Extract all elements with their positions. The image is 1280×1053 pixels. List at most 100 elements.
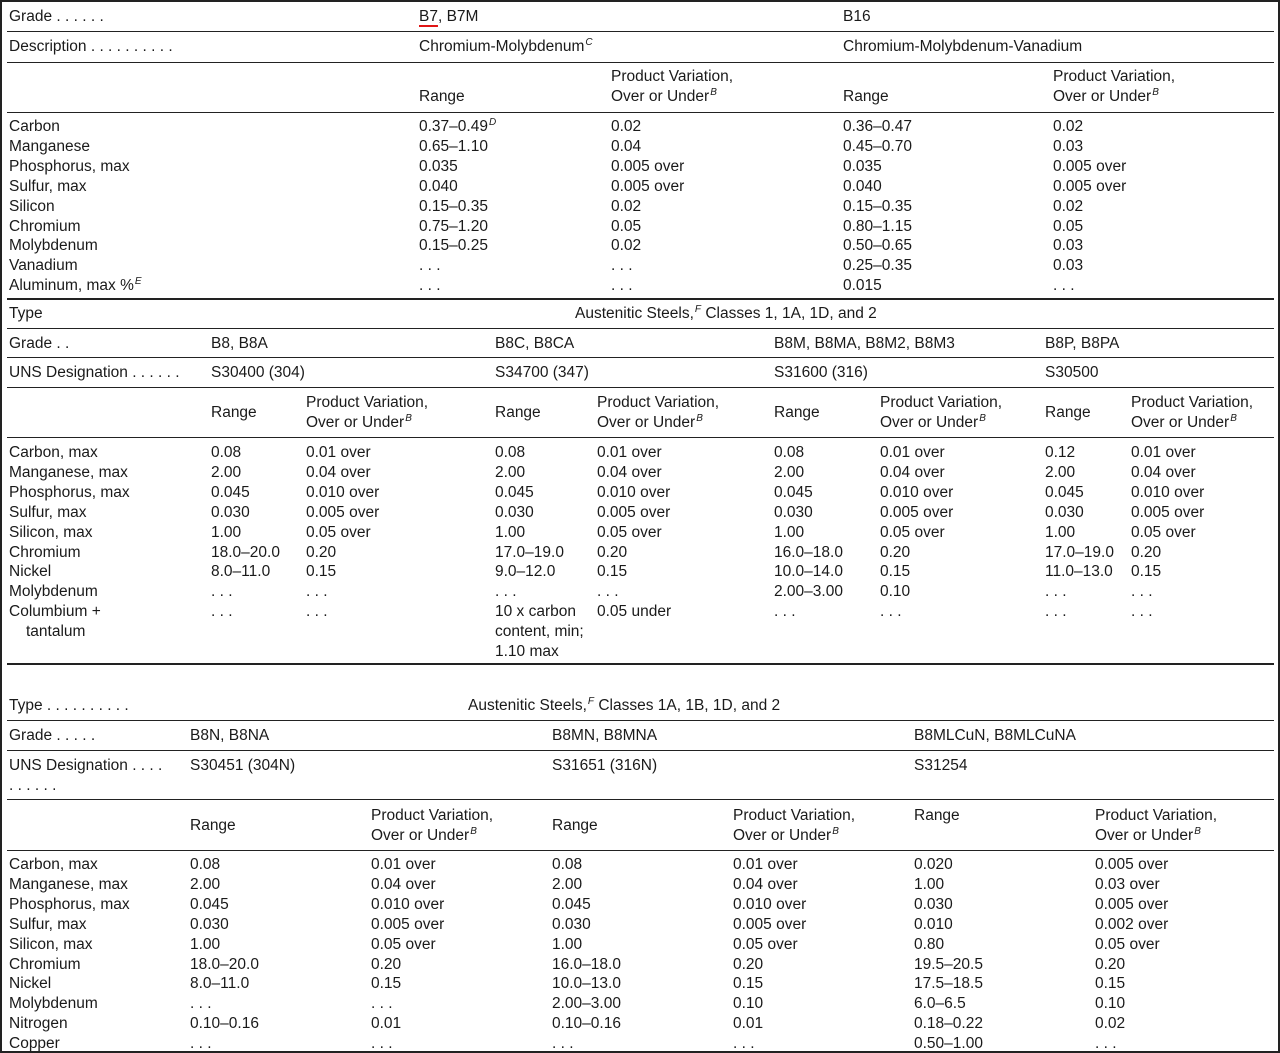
element-name: Silicon, max [9,523,93,541]
type-value-footnote: F [587,696,595,707]
variation-cell: . . . [371,1035,393,1053]
grade-cell: B8P, B8PA [1045,335,1120,352]
variation-cell: . . . [1095,1035,1117,1053]
range-cell: 10.0–13.0 [552,975,621,993]
b16-range-cell: 0.36–0.47 [843,118,912,135]
grade-cell: B8MN, B8MNA [552,727,658,744]
uns-cell: S30400 (304) [211,364,305,381]
divider [7,31,1274,32]
variation-cell: 0.15 [1131,563,1162,581]
b7-range-cell: 0.65–1.10 [419,137,488,155]
b7-variation-cell: 0.02 [611,197,642,215]
variation-cell: 0.10 [733,995,764,1013]
element-name: Aluminum, max %E [9,276,142,295]
range-cell: 10.0–14.0 [774,563,843,581]
variation-cell: 0.01 [371,1015,402,1033]
variation-cell: . . . [306,583,328,601]
variation-cell: 0.05 over [597,523,662,541]
range-cell: 19.5–20.5 [914,955,983,973]
variation-cell: 0.05 over [1095,935,1160,953]
range-cell: 0.045 [552,895,591,913]
range-cell: 1.00 [495,523,526,541]
type-label: Type . . . . . . . . . . [9,697,129,714]
range-cell: . . . [211,583,233,601]
range-cell: 0.10–0.16 [552,1015,621,1033]
element-name: Silicon [9,197,55,215]
col-header-product-variation: Product Variation, [1131,394,1254,411]
range-cell: 0.08 [190,856,221,873]
variation-cell: 0.010 over [371,895,445,913]
col-header-product-variation: Product Variation, [611,68,734,85]
range-cell: 2.00 [190,875,221,893]
variation-cell: 0.15 [597,563,628,581]
element-name: Molybdenum [9,583,98,601]
range-cell: 8.0–11.0 [190,975,250,993]
variation-cell: 0.04 over [1131,463,1196,481]
col-header-range: Range [843,88,889,105]
variation-cell: 0.010 over [306,483,380,501]
range-cell: 0.030 [552,915,591,933]
element-name: Manganese, max [9,875,128,893]
range-cell: 0.12 [1045,444,1076,461]
variation-cell: 0.15 [371,975,402,993]
variation-cell: . . . [1131,603,1153,621]
grade-cell: B8MLCuN, B8MLCuNA [914,727,1076,744]
grade-b7: B7, B7M [419,8,479,25]
range-cell: 1.00 [552,935,583,953]
b16-range-cell: 0.035 [843,157,882,175]
col-header-range: Range [211,404,257,421]
element-name: Sulfur, max [9,503,87,521]
variation-cell: 0.005 over [1095,856,1169,873]
uns-cell: S31600 (316) [774,364,868,381]
element-name: Manganese, max [9,463,128,481]
b7-range-cell: 0.15–0.35 [419,197,488,215]
range-cell: 1.00 [914,875,945,893]
range-cell: 2.00 [552,875,583,893]
element-name: Nitrogen [9,1015,68,1033]
element-name: Carbon [9,118,60,135]
uns-cell: S31651 (316N) [552,757,658,774]
col-header-product-variation: Product Variation, [597,394,720,411]
type-value: Austenitic Steels,F Classes 1, 1A, 1D, a… [575,304,877,322]
element-name: tantalum [26,623,86,641]
b16-variation-cell: 0.005 over [1053,157,1127,175]
variation-cell: 0.005 over [371,915,445,933]
variation-cell: 0.05 over [306,523,371,541]
variation-cell: 0.005 over [733,915,807,933]
col-header-over-under: Over or UnderB [1095,826,1201,844]
range-cell: 0.18–0.22 [914,1015,983,1033]
col-header-over-under-footnote: B [470,826,477,837]
variation-cell: 0.05 over [733,935,798,953]
range-cell: 18.0–20.0 [211,543,280,561]
variation-cell: 0.05 over [880,523,945,541]
range-cell: 0.10–0.16 [190,1015,259,1033]
element-name: Molybdenum [9,995,98,1013]
element-name: Phosphorus, max [9,157,130,175]
b16-variation-cell: . . . [1053,277,1075,295]
range-cell: 2.00–3.00 [552,995,621,1013]
range-cell: 6.0–6.5 [914,995,966,1013]
range-cell: . . . [552,1035,574,1053]
variation-cell: 0.005 over [880,503,954,521]
b16-range-cell: 0.50–0.65 [843,237,912,255]
b7-range-cell-footnote: D [488,117,497,128]
spellcheck-underline: B7 [419,8,438,25]
range-cell: 2.00–3.00 [774,583,843,601]
b7-variation-cell: 0.04 [611,137,642,155]
uns-cell: S31254 [914,757,968,774]
col-header-over-under: Over or UnderB [1053,87,1159,105]
variation-cell: 0.03 over [1095,875,1160,893]
b16-range-cell: 0.25–0.35 [843,257,912,275]
range-cell: 11.0–13.0 [1045,563,1113,581]
divider [7,799,1274,800]
range-cell: 0.08 [774,444,805,461]
uns-label: UNS Designation . . . . [9,757,163,774]
variation-cell: . . . [1131,583,1153,601]
variation-cell: 0.20 [1095,955,1126,973]
range-cell: 2.00 [211,463,242,481]
description-b7: Chromium-MolybdenumC [419,37,593,55]
divider [7,328,1274,329]
col-header-product-variation: Product Variation, [733,807,856,824]
variation-cell: 0.02 [1095,1015,1126,1033]
